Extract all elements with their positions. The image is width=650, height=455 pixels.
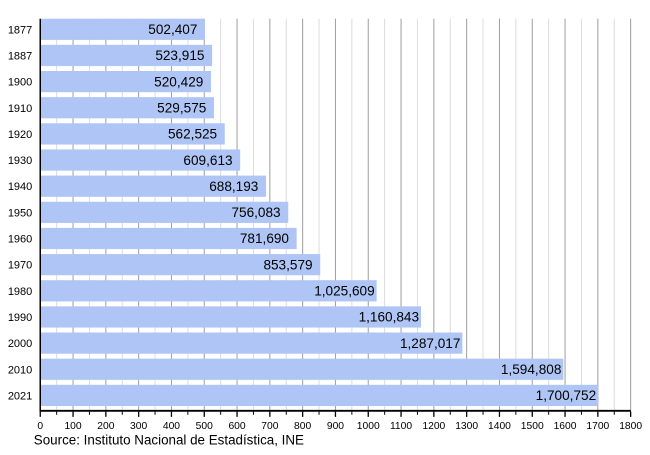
svg-text:1200: 1200 <box>422 421 445 432</box>
svg-text:400: 400 <box>163 421 180 432</box>
svg-text:1600: 1600 <box>554 421 577 432</box>
svg-text:756,083: 756,083 <box>231 205 280 220</box>
svg-text:800: 800 <box>294 421 311 432</box>
svg-text:781,690: 781,690 <box>240 231 290 246</box>
svg-text:600: 600 <box>228 421 245 432</box>
svg-text:1800: 1800 <box>619 421 642 432</box>
svg-text:520,429: 520,429 <box>154 74 203 89</box>
svg-text:1000: 1000 <box>357 421 380 432</box>
svg-text:1990: 1990 <box>8 312 32 324</box>
svg-text:1920: 1920 <box>8 129 32 141</box>
svg-text:1900: 1900 <box>8 77 32 89</box>
svg-text:0: 0 <box>37 421 43 432</box>
svg-text:300: 300 <box>130 421 147 432</box>
svg-text:1700: 1700 <box>586 421 609 432</box>
svg-text:100: 100 <box>64 421 81 432</box>
svg-text:1400: 1400 <box>488 421 511 432</box>
svg-text:900: 900 <box>327 421 344 432</box>
svg-text:1500: 1500 <box>521 421 544 432</box>
svg-text:1930: 1930 <box>8 155 32 167</box>
svg-text:1,594,808: 1,594,808 <box>501 362 561 377</box>
svg-text:1,287,017: 1,287,017 <box>400 336 460 351</box>
svg-text:2000: 2000 <box>8 338 32 350</box>
svg-text:688,193: 688,193 <box>209 179 258 194</box>
svg-text:200: 200 <box>97 421 114 432</box>
svg-text:1887: 1887 <box>8 50 32 62</box>
svg-text:529,575: 529,575 <box>157 100 206 115</box>
svg-text:2010: 2010 <box>8 364 32 376</box>
svg-text:1,025,609: 1,025,609 <box>314 284 374 299</box>
svg-text:1980: 1980 <box>8 286 32 298</box>
svg-text:1100: 1100 <box>390 421 412 432</box>
svg-text:Source: Instituto Nacional de: Source: Instituto Nacional de Estadístic… <box>34 433 304 448</box>
svg-text:523,915: 523,915 <box>155 48 204 63</box>
svg-text:1,700,752: 1,700,752 <box>536 388 596 403</box>
svg-text:1910: 1910 <box>8 103 32 115</box>
svg-text:1950: 1950 <box>8 207 32 219</box>
svg-text:1970: 1970 <box>8 260 32 272</box>
svg-text:1960: 1960 <box>8 234 32 246</box>
svg-text:853,579: 853,579 <box>263 257 312 272</box>
svg-text:609,613: 609,613 <box>183 153 232 168</box>
svg-text:1877: 1877 <box>8 24 32 36</box>
svg-text:500: 500 <box>196 421 213 432</box>
svg-text:562,525: 562,525 <box>168 127 217 142</box>
svg-text:1,160,843: 1,160,843 <box>359 310 419 325</box>
svg-text:502,407: 502,407 <box>148 22 197 37</box>
svg-text:700: 700 <box>261 421 278 432</box>
svg-text:1940: 1940 <box>8 181 32 193</box>
svg-text:1300: 1300 <box>455 421 478 432</box>
svg-text:2021: 2021 <box>8 390 32 402</box>
